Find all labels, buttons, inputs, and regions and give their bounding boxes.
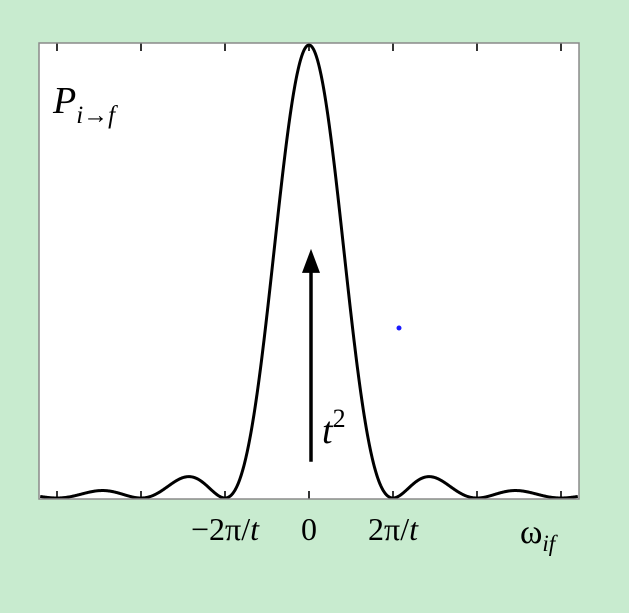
- blue-dot-marker: [396, 325, 402, 331]
- y-axis-label-main: P: [52, 80, 76, 122]
- x-axis-label: ωif: [520, 514, 559, 556]
- x-tick-label-0: −2π/t: [191, 511, 260, 547]
- plot-frame: [38, 42, 580, 500]
- annotation-label: t2: [322, 404, 346, 452]
- tick-marks: [56, 43, 562, 499]
- growth-arrow-head: [302, 248, 320, 273]
- annotation-superscript: 2: [333, 404, 346, 433]
- y-axis-label-subscript: i→f: [76, 102, 118, 129]
- x-axis-label-main: ω: [520, 514, 542, 551]
- x-tick-label-2: 2π/t: [368, 511, 419, 547]
- x-tick-label-1: 0: [301, 511, 317, 547]
- annotation-text: t: [322, 410, 334, 452]
- series-line-sinc-squared: [39, 43, 579, 500]
- x-axis-label-subscript: if: [542, 531, 558, 556]
- x-tick-labels: −2π/t 0 2π/t: [191, 511, 419, 547]
- y-axis-label: Pi→f: [52, 80, 118, 129]
